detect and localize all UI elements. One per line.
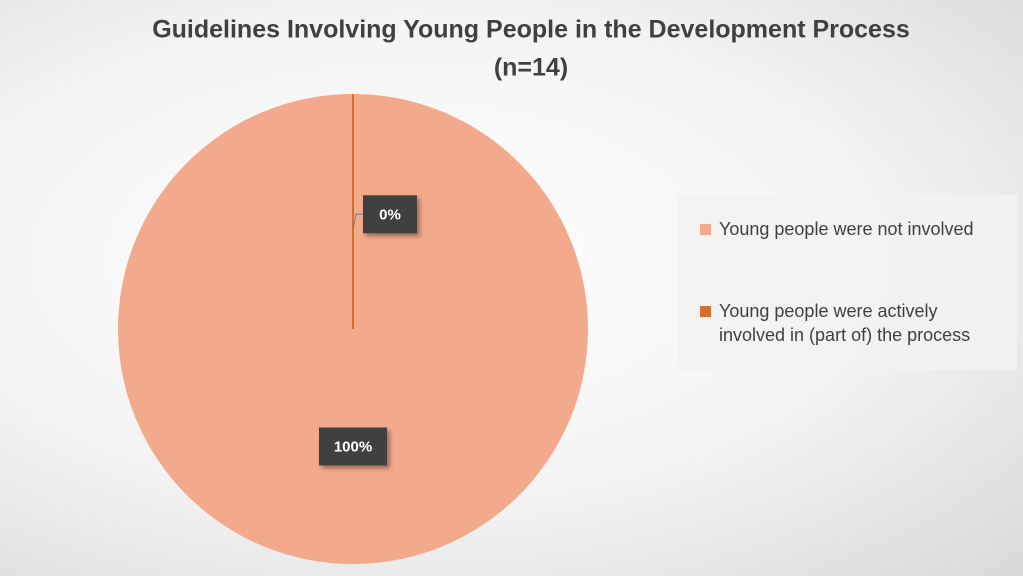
chart-subtitle: (n=14) <box>494 54 568 82</box>
legend: Young people were not involved Young peop… <box>678 195 1017 370</box>
leader-line <box>352 213 364 231</box>
legend-label: Young people were not involved <box>719 219 974 239</box>
legend-item: Young people were actively involved in (… <box>700 299 1003 347</box>
legend-swatch <box>700 306 711 317</box>
data-label-box <box>363 195 417 234</box>
chart-title: Guidelines Involving Young People in the… <box>152 16 910 44</box>
legend-swatch <box>700 224 711 235</box>
data-label: 100% <box>334 438 372 455</box>
legend-label: Young people were actively involved in (… <box>719 301 971 345</box>
data-label-box <box>319 427 387 466</box>
legend-item: Young people were not involved <box>700 217 1003 241</box>
data-label: 0% <box>379 206 401 223</box>
